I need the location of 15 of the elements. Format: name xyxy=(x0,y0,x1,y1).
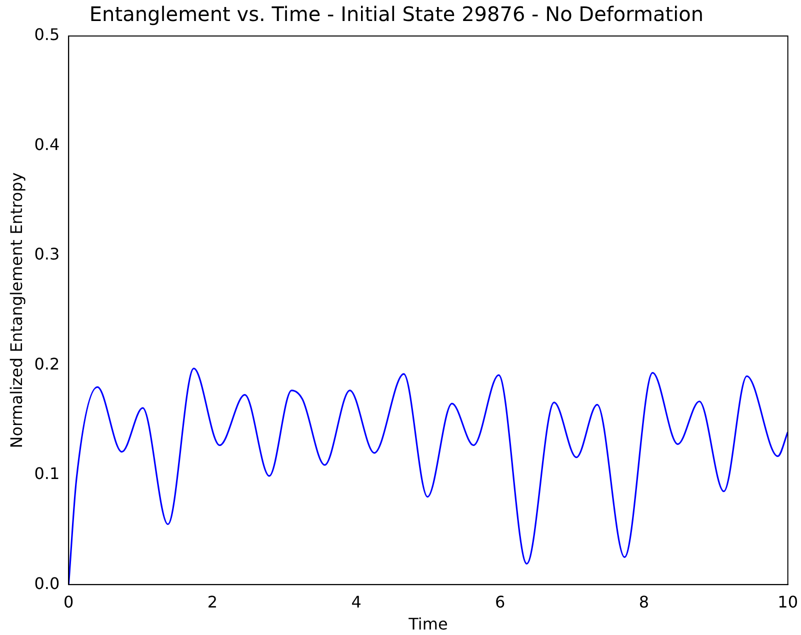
x-tick-label: 2 xyxy=(207,592,218,612)
y-tick-label: 0.0 xyxy=(34,574,60,593)
x-axis-title: Time xyxy=(408,614,448,634)
y-tick-label: 0.1 xyxy=(34,464,60,484)
y-axis-title: Normalized Entanglement Entropy xyxy=(6,172,26,448)
x-tick-label: 10 xyxy=(778,592,798,612)
x-tick-label: 8 xyxy=(638,592,650,612)
y-tick-label: 0.5 xyxy=(34,25,60,44)
y-tick-label: 0.4 xyxy=(34,134,60,154)
x-tick-label: 6 xyxy=(495,592,506,612)
y-tick-label: 0.3 xyxy=(34,244,60,264)
x-tick-label: 0 xyxy=(64,592,74,612)
chart-title: Entanglement vs. Time - Initial State 29876 - No Deformation xyxy=(89,2,704,26)
x-tick-label: 4 xyxy=(351,592,362,612)
y-tick-label: 0.2 xyxy=(34,354,60,374)
